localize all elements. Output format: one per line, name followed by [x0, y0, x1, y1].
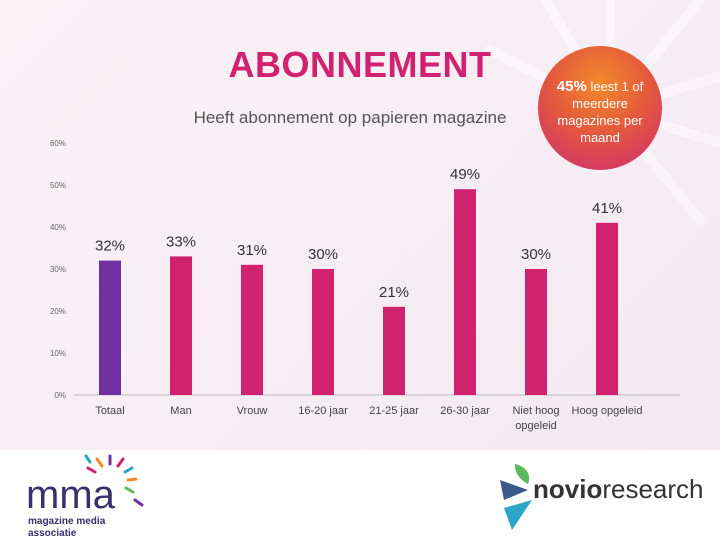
mma-wordmark: mma: [26, 473, 116, 517]
novio-leaf-icon: [500, 464, 532, 530]
data-label: 32%: [95, 238, 125, 255]
novio-wordmark: novioresearch: [533, 474, 704, 504]
bar: [596, 222, 618, 395]
callout-highlight: 45%: [556, 78, 587, 95]
bar: [525, 269, 547, 395]
category-label: opgeleid: [515, 420, 557, 432]
category-label: Totaal: [95, 405, 124, 417]
category-label: Man: [170, 405, 191, 417]
y-tick-label: 50%: [50, 181, 66, 190]
novio-logo: novioresearch: [500, 464, 704, 530]
novio-brand-light: research: [602, 474, 703, 504]
data-label: 21%: [379, 284, 409, 301]
category-label: 26-30 jaar: [440, 405, 490, 417]
callout-line1: leest 1 of: [590, 79, 644, 94]
category-label: Niet hoog: [512, 405, 559, 417]
data-label: 31%: [237, 242, 267, 259]
y-tick-label: 60%: [50, 139, 66, 148]
mma-logo: mma magazine media associatie: [26, 454, 144, 539]
slide: ABONNEMENT Heeft abonnement op papieren …: [0, 0, 720, 450]
bar: [170, 256, 192, 395]
mma-line1: magazine media: [28, 516, 106, 527]
callout-line4: maand: [580, 130, 620, 145]
y-tick-label: 10%: [50, 349, 66, 358]
slide-title: ABONNEMENT: [228, 44, 492, 85]
y-tick-label: 40%: [50, 223, 66, 232]
bar: [383, 306, 405, 395]
bar-chart: 0% 10% 20% 30% 40% 50% 60% 32% Totaal 33% Man 31% Vr…: [50, 139, 680, 432]
y-tick-label: 0%: [54, 391, 66, 400]
bar: [241, 264, 263, 395]
callout-line3: magazines per: [557, 113, 643, 128]
bar: [454, 189, 476, 395]
novio-brand-bold: novio: [533, 474, 602, 504]
mma-burst-icon: [84, 454, 144, 507]
bar: [312, 269, 334, 395]
category-label: Hoog opgeleid: [572, 405, 643, 417]
category-label: Vrouw: [237, 405, 268, 417]
callout-badge: 45% leest 1 of meerdere magazines per ma…: [538, 46, 662, 170]
y-tick-label: 30%: [50, 265, 66, 274]
category-label: 21-25 jaar: [369, 405, 419, 417]
bar: [99, 260, 121, 395]
footer: mma magazine media associatie novioresea…: [0, 450, 720, 540]
footer-logos: mma magazine media associatie novioresea…: [26, 454, 704, 539]
data-label: 30%: [308, 246, 338, 263]
chart-subtitle: Heeft abonnement op papieren magazine: [193, 108, 507, 127]
y-tick-label: 20%: [50, 307, 66, 316]
data-label: 49%: [450, 166, 480, 183]
data-label: 30%: [521, 246, 551, 263]
callout-line2: meerdere: [572, 96, 628, 111]
data-label: 33%: [166, 233, 196, 250]
data-label: 41%: [592, 200, 622, 217]
category-label: 16-20 jaar: [298, 405, 348, 417]
mma-line2: associatie: [28, 528, 77, 539]
